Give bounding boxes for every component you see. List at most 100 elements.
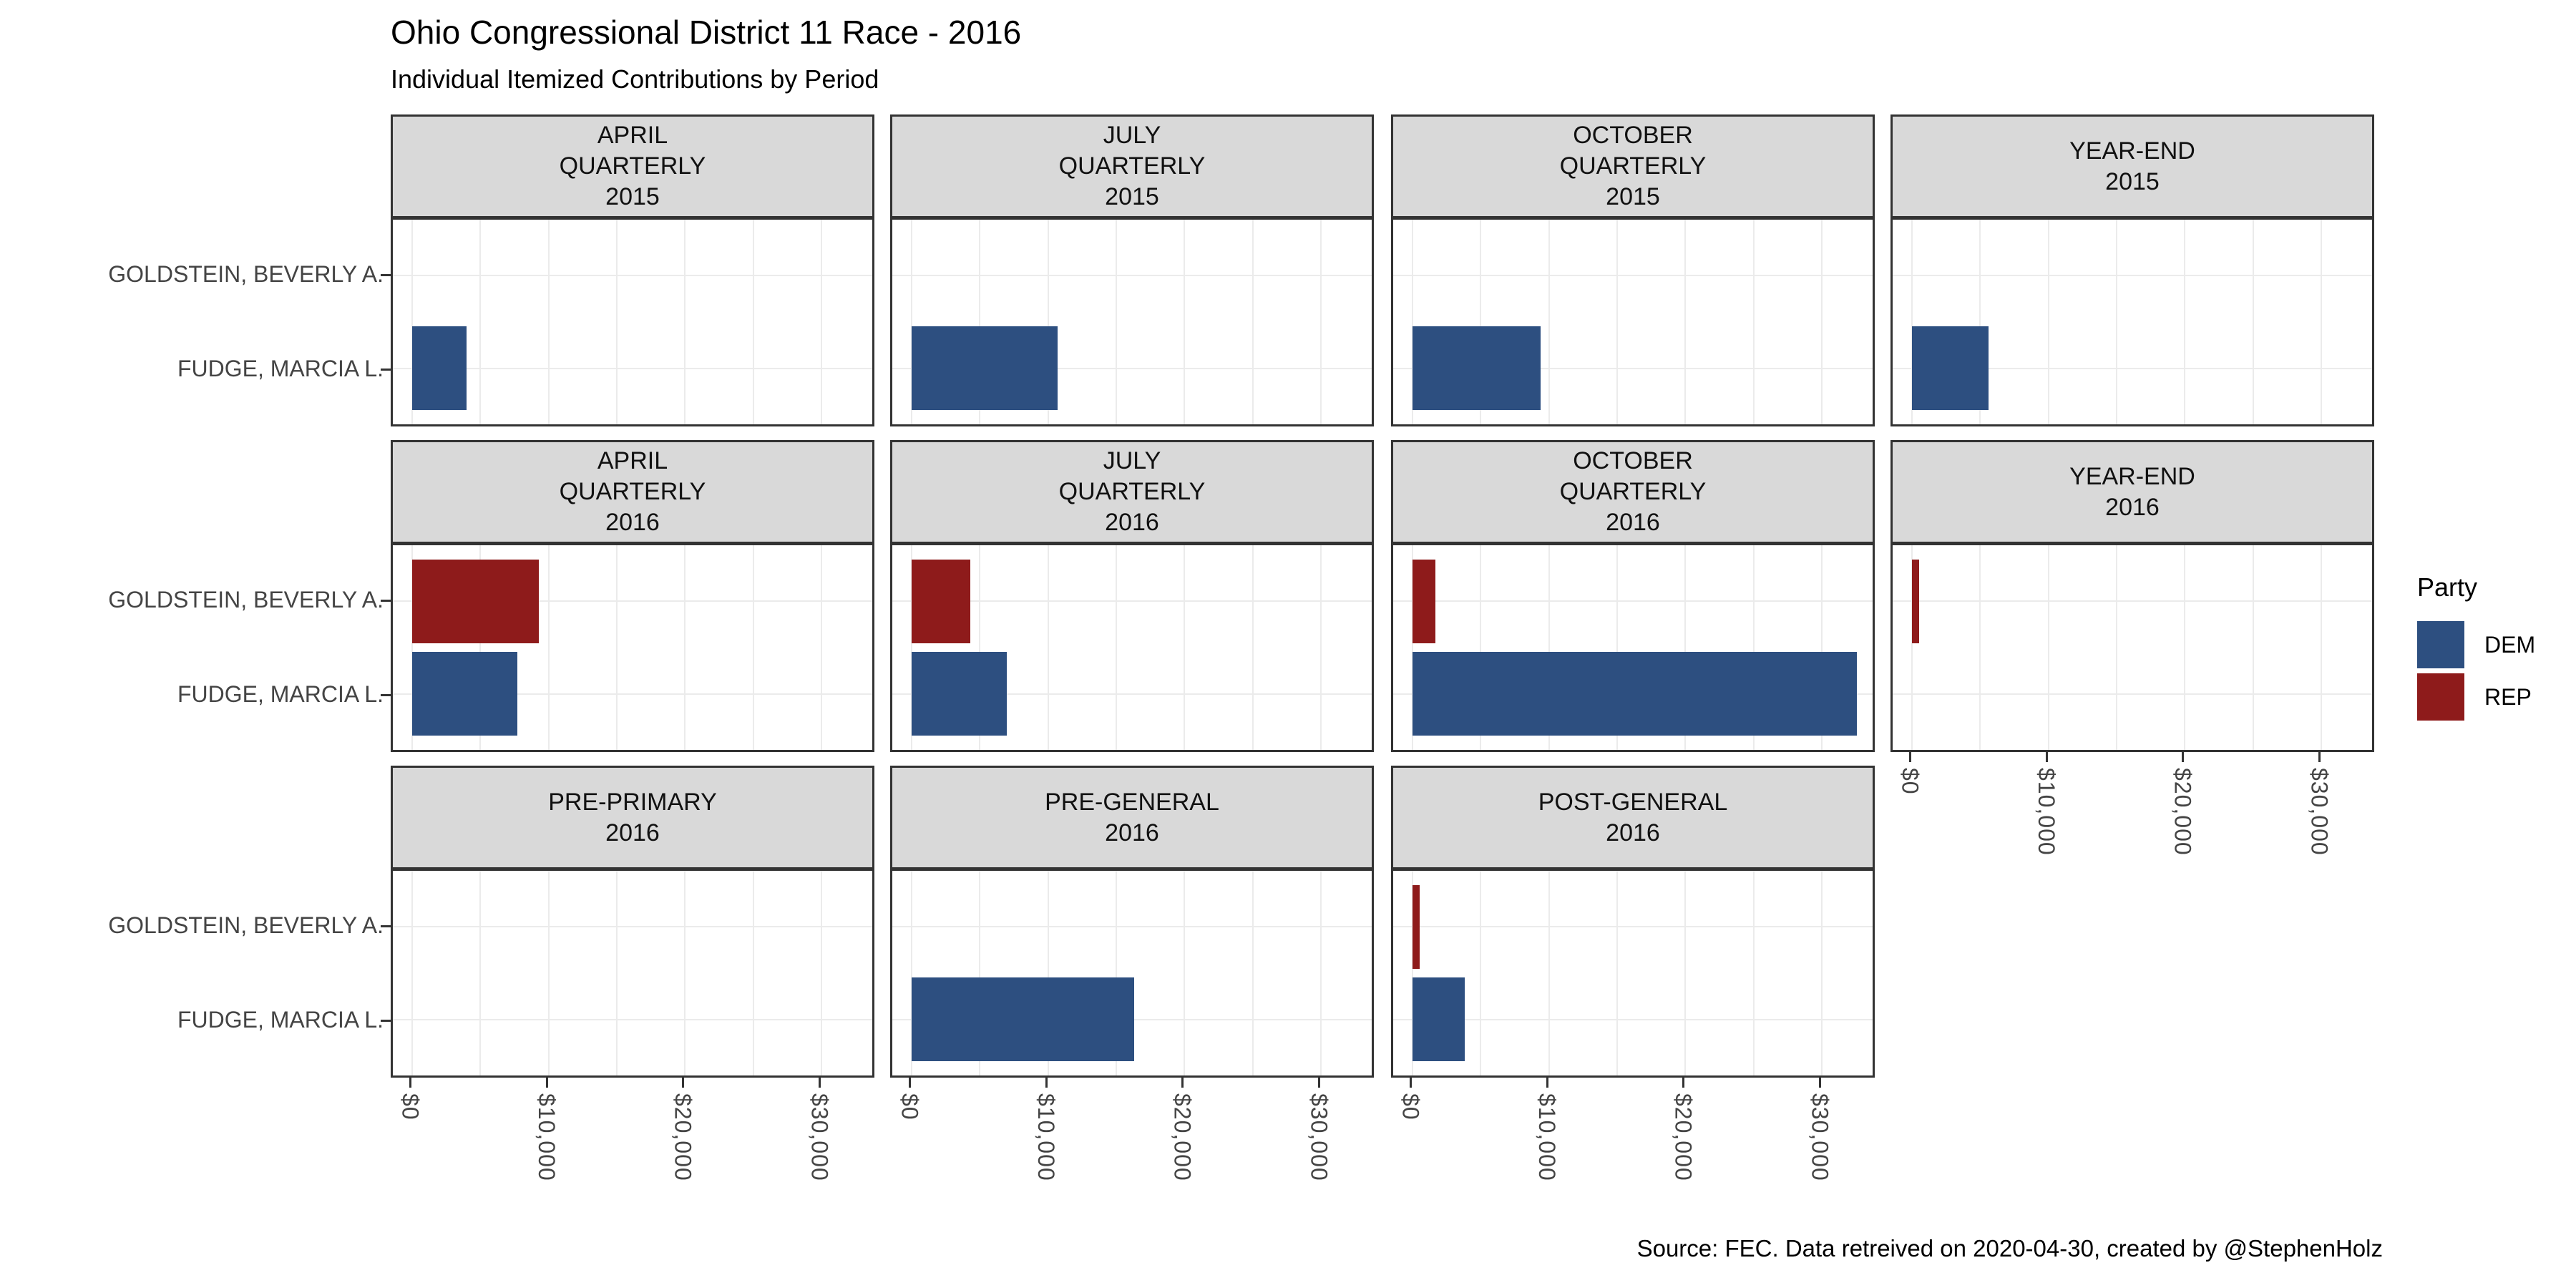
x-axis-tick (2182, 752, 2185, 762)
legend-title: Party (2417, 572, 2478, 602)
bar-rep (912, 559, 970, 643)
facet-april-quarterly-2015: APRIL QUARTERLY 2015 (391, 114, 874, 427)
x-axis-tick (1818, 1078, 1821, 1088)
facet-strip: JULY QUARTERLY 2016 (890, 440, 1374, 544)
facet-strip-line: 2016 (2105, 493, 2160, 521)
y-axis-label: GOLDSTEIN, BEVERLY A. (108, 912, 384, 938)
x-axis-tick (1546, 1078, 1548, 1088)
y-axis-label: FUDGE, MARCIA L. (177, 356, 384, 382)
facet-strip-line: 2016 (605, 819, 660, 847)
facet-strip-line: 2016 (1606, 509, 1660, 536)
y-axis-label: FUDGE, MARCIA L. (177, 681, 384, 708)
gridline-vertical (1184, 545, 1186, 750)
facet-strip-line: 2015 (1606, 183, 1660, 210)
y-axis-tick (381, 273, 391, 276)
bar-rep (1413, 884, 1420, 969)
legend-item-dem: DEM (2417, 621, 2535, 668)
gridline-vertical (1480, 545, 1482, 750)
chart-subtitle: Individual Itemized Contributions by Per… (391, 64, 879, 94)
x-axis-tick-label: $10,000 (1033, 1093, 1060, 1181)
x-axis-tick-label: $0 (1897, 768, 1923, 795)
gridline-vertical (1616, 871, 1618, 1075)
gridline-horizontal (393, 693, 872, 695)
facet-strip-line: JULY (1103, 447, 1161, 474)
gridline-vertical (1548, 220, 1550, 424)
gridline-vertical (820, 871, 822, 1075)
gridline-horizontal (1393, 367, 1873, 369)
facet-strip: YEAR-END 2016 (1890, 440, 2374, 544)
bar-dem (412, 326, 467, 411)
x-axis-tick (1909, 752, 1911, 762)
gridline-vertical (1252, 871, 1254, 1075)
gridline-vertical (979, 871, 981, 1075)
facet-pre-general-2016: PRE-GENERAL 2016 (890, 766, 1374, 1078)
facet-panel (890, 543, 1374, 752)
dem-color-swatch (2417, 621, 2464, 668)
rep-color-swatch (2417, 673, 2464, 721)
gridline-vertical (1252, 220, 1254, 424)
facet-strip-line: POST-GENERAL (1538, 788, 1728, 816)
facet-panel (1890, 543, 2374, 752)
x-axis-tick-label: $30,000 (1306, 1093, 1332, 1181)
gridline-vertical (1752, 871, 1755, 1075)
gridline-vertical (615, 220, 618, 424)
gridline-vertical (1319, 220, 1322, 424)
gridline-vertical (1911, 545, 1913, 750)
x-axis-tick-label: $20,000 (2170, 768, 2196, 856)
gridline-horizontal (1393, 1018, 1873, 1020)
x-axis-tick (682, 1078, 685, 1088)
y-axis-tick (381, 924, 391, 927)
facet-strip-line: APRIL (597, 122, 668, 149)
facet-strip-line: QUARTERLY (559, 152, 706, 180)
x-axis-tick (2318, 752, 2321, 762)
facet-strip: JULY QUARTERLY 2015 (890, 114, 1374, 218)
gridline-vertical (911, 545, 912, 750)
facet-year-end-2016: YEAR-END 2016 (1890, 440, 2374, 753)
chart-title: Ohio Congressional District 11 Race - 20… (391, 14, 1022, 51)
x-axis-tick (909, 1078, 911, 1088)
gridline-horizontal (892, 693, 1372, 695)
facet-panel (1391, 218, 1875, 426)
x-axis-tick-label: $0 (397, 1093, 424, 1121)
legend: Party DEM REP (2417, 572, 2535, 726)
facet-panel (890, 869, 1374, 1078)
gridline-horizontal (1893, 693, 2372, 695)
facet-panel (391, 543, 874, 752)
facet-strip: PRE-GENERAL 2016 (890, 766, 1374, 869)
x-axis-tick-label: $20,000 (670, 1093, 696, 1181)
bar-rep (412, 559, 540, 643)
gridline-horizontal (1893, 275, 2372, 277)
facet-strip-line: APRIL (597, 447, 668, 474)
facet-panel (890, 218, 1374, 426)
gridline-vertical (411, 545, 413, 750)
bar-dem (1912, 326, 1989, 411)
gridline-vertical (820, 220, 822, 424)
x-axis-tick (1181, 1078, 1184, 1088)
x-axis-tick (2045, 752, 2048, 762)
facet-pre-primary-2016: PRE-PRIMARY 2016 (391, 766, 874, 1078)
facet-strip-line: QUARTERLY (559, 478, 706, 505)
gridline-vertical (1684, 220, 1687, 424)
gridline-vertical (2184, 220, 2186, 424)
gridline-vertical (752, 871, 754, 1075)
gridline-vertical (1548, 545, 1550, 750)
gridline-vertical (1184, 871, 1186, 1075)
x-axis-tick (818, 1078, 821, 1088)
x-axis-tick (1317, 1078, 1320, 1088)
facet-panel (1391, 869, 1875, 1078)
gridline-horizontal (1393, 275, 1873, 277)
gridline-vertical (615, 545, 618, 750)
facet-strip-line: QUARTERLY (1058, 478, 1206, 505)
gridline-vertical (2047, 545, 2049, 750)
gridline-vertical (1979, 220, 1981, 424)
x-axis-tick (545, 1078, 548, 1088)
bar-dem (912, 652, 1008, 736)
gridline-horizontal (393, 1018, 872, 1020)
x-axis-tick-label: $0 (897, 1093, 923, 1121)
gridline-vertical (479, 871, 482, 1075)
gridline-horizontal (393, 600, 872, 602)
bar-dem (412, 652, 517, 736)
gridline-vertical (911, 871, 912, 1075)
facet-strip-line: QUARTERLY (1559, 152, 1707, 180)
gridline-vertical (1184, 220, 1186, 424)
